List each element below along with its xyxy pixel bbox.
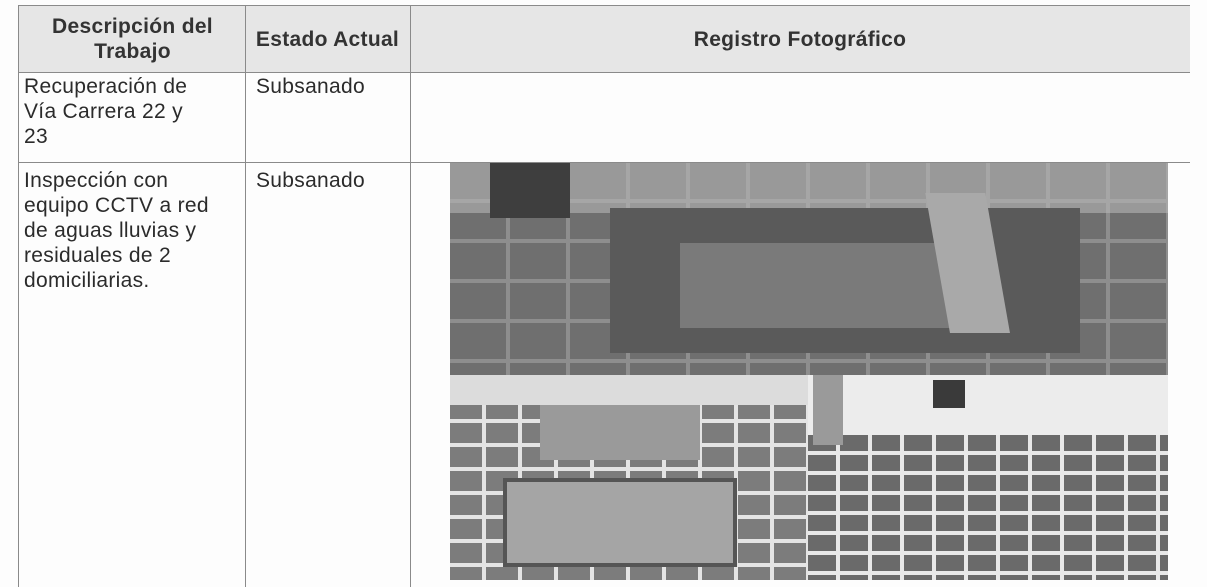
photo — [450, 163, 1168, 375]
header-cell: Descripción del Trabajo — [52, 15, 213, 63]
rule — [18, 5, 19, 587]
rule — [18, 162, 1190, 163]
rule — [18, 72, 1190, 73]
description: Inspección con equipo CCTV a red de agua… — [24, 169, 209, 292]
rule — [410, 5, 411, 587]
description: Recuperación de Vía Carrera 22 y 23 — [24, 75, 188, 148]
rule — [18, 5, 1190, 6]
photo — [808, 375, 1168, 580]
status: Subsanado — [256, 75, 365, 98]
header-cell: Registro Fotográfico — [693, 27, 907, 51]
header-cell: Estado Actual — [255, 27, 400, 51]
photo — [450, 375, 808, 580]
rule — [245, 5, 246, 587]
status: Subsanado — [256, 169, 365, 192]
header-row — [18, 5, 1190, 72]
